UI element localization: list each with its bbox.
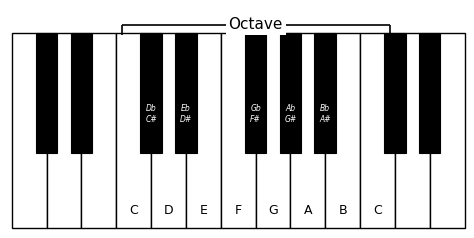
Text: E: E xyxy=(200,204,207,218)
Text: Ab
G#: Ab G# xyxy=(284,104,297,124)
Text: C: C xyxy=(373,204,382,218)
Bar xyxy=(46,33,82,228)
Bar xyxy=(151,33,186,228)
Bar xyxy=(186,33,221,228)
Bar xyxy=(280,33,301,153)
Bar xyxy=(291,33,325,228)
Text: G: G xyxy=(268,204,278,218)
Bar xyxy=(314,33,336,153)
Text: B: B xyxy=(338,204,347,218)
Text: Eb
D#: Eb D# xyxy=(180,104,192,124)
Bar xyxy=(384,33,406,153)
Bar xyxy=(419,33,440,153)
Bar xyxy=(82,33,116,228)
Text: D: D xyxy=(164,204,173,218)
Text: Bb
A#: Bb A# xyxy=(319,104,331,124)
Bar xyxy=(71,33,92,153)
Bar xyxy=(221,33,255,228)
Bar xyxy=(12,33,46,228)
Bar xyxy=(175,33,197,153)
Bar xyxy=(140,33,162,153)
Bar xyxy=(430,33,465,228)
Bar xyxy=(116,33,151,228)
Bar xyxy=(255,33,291,228)
Text: F: F xyxy=(235,204,242,218)
Text: Octave: Octave xyxy=(228,17,283,33)
Text: C: C xyxy=(129,204,138,218)
Bar xyxy=(245,33,266,153)
Bar xyxy=(395,33,430,228)
Text: A: A xyxy=(303,204,312,218)
Text: Gb
F#: Gb F# xyxy=(250,104,261,124)
Text: Db
C#: Db C# xyxy=(145,104,157,124)
Bar xyxy=(325,33,360,228)
Bar xyxy=(360,33,395,228)
Bar xyxy=(36,33,57,153)
